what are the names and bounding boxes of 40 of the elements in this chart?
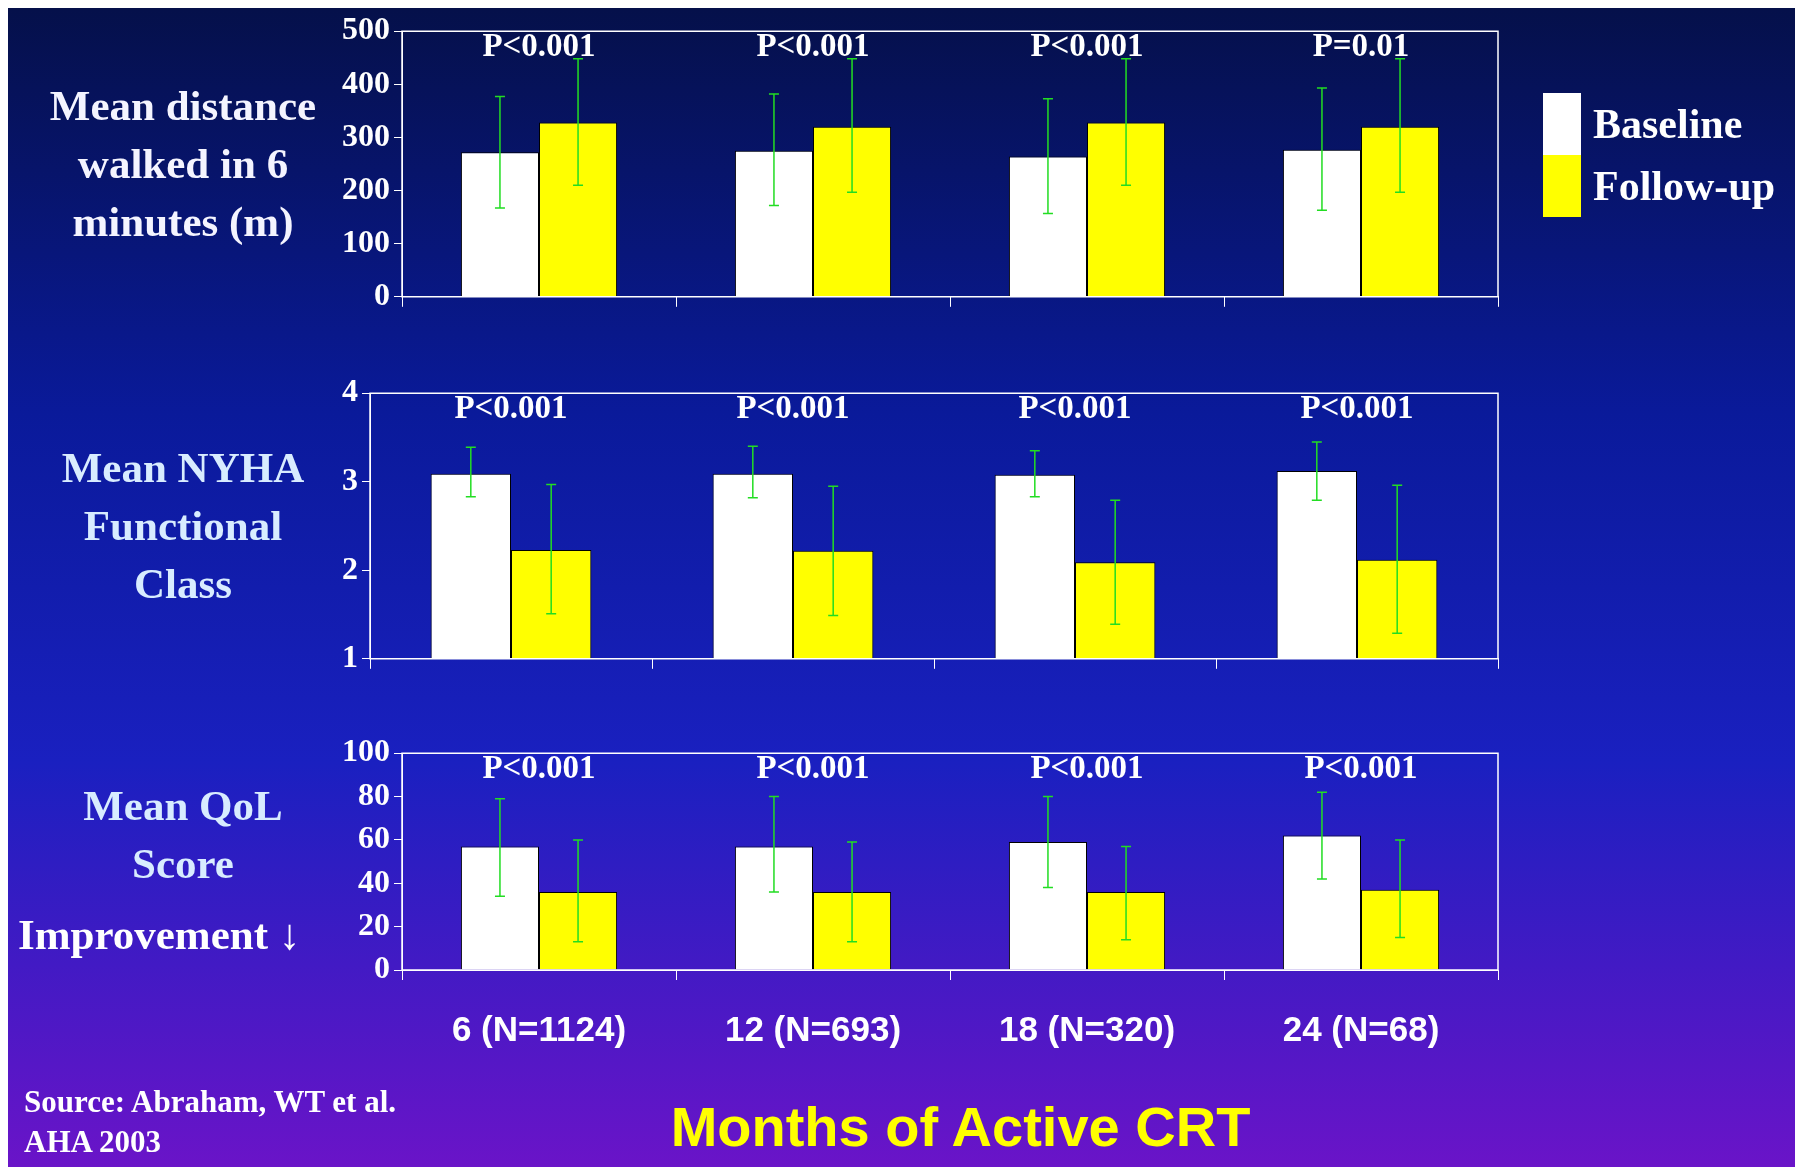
- annotation: P=0.01: [1312, 26, 1410, 63]
- y-tick-label: 300: [342, 116, 390, 153]
- y-tick-label: 0: [374, 949, 390, 986]
- annotation: P<0.001: [1030, 748, 1144, 785]
- y-tick-label: 60: [358, 819, 390, 856]
- annotation: P<0.001: [1030, 26, 1144, 63]
- annotation: P<0.001: [756, 748, 870, 785]
- x-tick-label: 18 (N=320): [998, 1008, 1176, 1048]
- annotation: P<0.001: [454, 388, 568, 425]
- x-tick-label: 24 (N=68): [1282, 1008, 1440, 1048]
- annotation: P<0.001: [1300, 388, 1414, 425]
- annotation: P<0.001: [1304, 748, 1418, 785]
- source-note: Source: Abraham, WT et al. AHA 2003: [24, 1083, 397, 1161]
- y-tick-label: 20: [358, 905, 390, 942]
- y-tick-label: 400: [342, 63, 390, 100]
- y-tick-label: 200: [342, 169, 390, 206]
- y-tick-label: 1: [342, 638, 358, 675]
- annotation: P<0.001: [482, 26, 596, 63]
- legend-label: Baseline: [1593, 100, 1743, 148]
- y-axis-title: Mean QoL Score: [83, 782, 283, 887]
- text: Improvement ↓: [18, 910, 301, 959]
- y-tick-label: 100: [342, 222, 390, 259]
- x-tick-label: 12 (N=693): [724, 1008, 902, 1048]
- y-tick-label: 100: [342, 732, 390, 769]
- y-tick-label: 2: [342, 549, 358, 586]
- y-tick-label: 4: [342, 372, 358, 409]
- y-axis-title: Mean NYHA Functional Class: [60, 443, 306, 609]
- y-tick-label: 0: [374, 276, 390, 313]
- y-tick-label: 40: [358, 862, 390, 899]
- legend-label: Follow-up: [1593, 162, 1776, 210]
- annotation: P<0.001: [1018, 388, 1132, 425]
- annotation: P<0.001: [736, 388, 850, 425]
- y-tick-label: 3: [342, 461, 358, 497]
- x-axis-title: Months of Active CRT: [669, 1095, 1252, 1159]
- y-tick-label: 80: [358, 775, 390, 812]
- annotation: P<0.001: [756, 26, 870, 63]
- x-tick-label: 6 (N=1124): [451, 1008, 627, 1048]
- annotation: P<0.001: [482, 748, 596, 785]
- y-axis-title: Mean distance walked in 6 minutes (m): [48, 81, 318, 247]
- y-tick-label: 500: [342, 10, 390, 47]
